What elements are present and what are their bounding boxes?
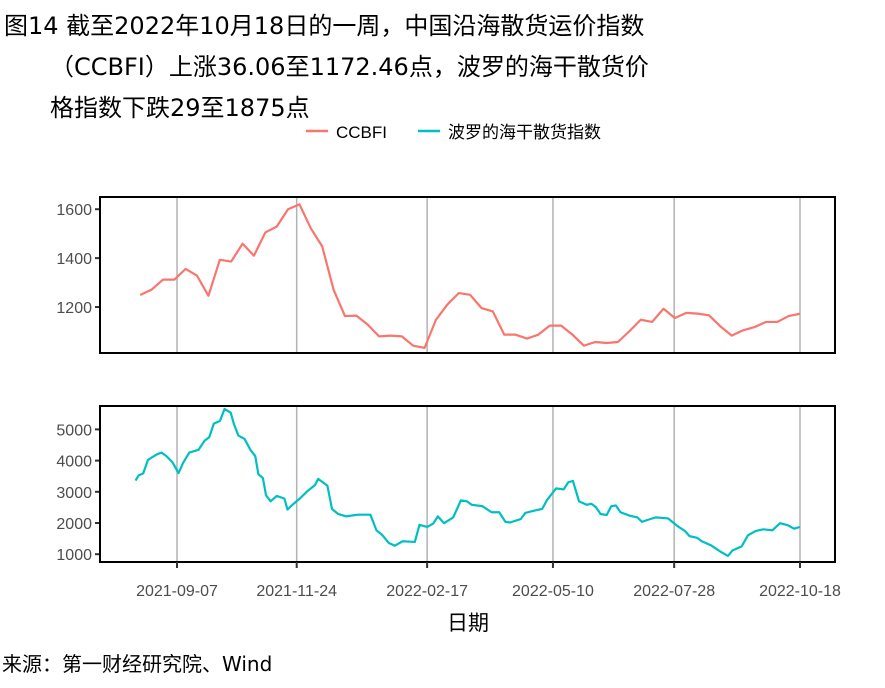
y-tick-label: 1200 xyxy=(56,300,92,317)
panel-frame xyxy=(99,196,836,354)
x-axis-title: 日期 xyxy=(447,611,489,635)
x-tick-label: 2022-02-17 xyxy=(386,583,468,600)
y-tick-label: 1000 xyxy=(56,547,92,564)
y-tick-label: 1400 xyxy=(56,251,92,268)
x-tick-label: 2021-09-07 xyxy=(136,583,218,600)
x-tick-label: 2021-11-24 xyxy=(256,583,337,600)
y-tick-label: 1600 xyxy=(56,202,92,219)
x-tick-label: 2022-10-18 xyxy=(759,583,841,600)
title-line-3: 格指数下跌29至1875点 xyxy=(50,94,310,122)
y-tick-label: 5000 xyxy=(56,422,92,439)
title-line-2: （CCBFI）上涨36.06至1172.46点，波罗的海干散货价 xyxy=(50,53,649,81)
x-tick-label: 2022-05-10 xyxy=(512,583,594,600)
y-tick-label: 3000 xyxy=(56,485,92,502)
ccbfi-line xyxy=(139,203,801,349)
bdi-line xyxy=(134,407,801,558)
source-note: 来源：第一财经研究院、Wind xyxy=(2,652,273,676)
legend-label-ccbfi: CCBFI xyxy=(336,123,387,142)
title-line-1: 图14 截至2022年10月18日的一周，中国沿海散货运价指数 xyxy=(4,12,645,40)
y-tick-label: 4000 xyxy=(56,454,92,471)
legend-label-bdi: 波罗的海干散货指数 xyxy=(448,123,601,143)
panel-frame xyxy=(99,405,836,563)
x-tick-label: 2022-07-28 xyxy=(633,583,715,600)
y-tick-label: 2000 xyxy=(56,516,92,533)
